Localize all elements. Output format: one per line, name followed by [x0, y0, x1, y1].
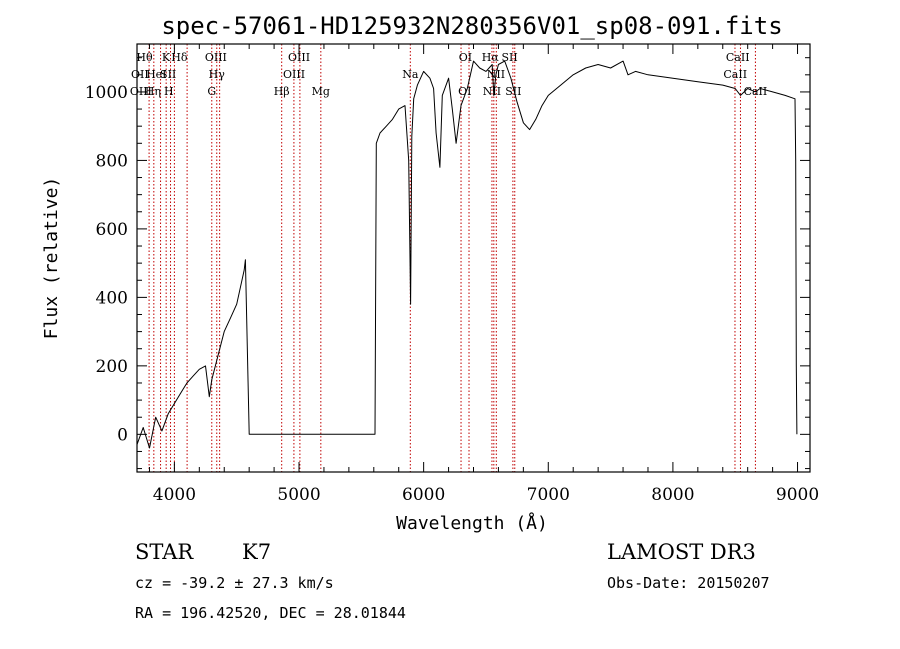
y-tick-label: 600 [96, 220, 128, 240]
coordinates-text: RA = 196.42520, DEC = 28.01844 [135, 604, 406, 622]
plot-frame [136, 43, 811, 473]
line-label: G [207, 85, 216, 98]
line-label: Mg [312, 85, 330, 98]
line-label: Hδ [171, 51, 188, 64]
line-label: OIII [283, 68, 305, 81]
line-label: SII [502, 51, 518, 64]
line-label: OIII [205, 51, 227, 64]
x-tick-label: 7000 [527, 485, 570, 505]
line-label: Hθ [136, 51, 153, 64]
x-axis-label: Wavelength (Å) [396, 512, 548, 534]
line-label: K [162, 51, 171, 64]
line-label: OI [458, 85, 471, 98]
y-tick-label: 400 [96, 288, 128, 308]
y-axis-ticks: 0 200 400 600 800 1000 [85, 57, 810, 470]
object-class: STAR [135, 540, 194, 564]
line-label: Hβ [274, 85, 290, 98]
x-tick-label: 8000 [651, 485, 694, 505]
obs-date-text: Obs-Date: 20150207 [607, 574, 770, 592]
line-label: HeI [146, 68, 166, 81]
line-label: CaII [726, 51, 750, 64]
y-tick-label: 0 [117, 425, 128, 445]
line-label: Hα [482, 51, 500, 64]
object-subclass: K7 [242, 540, 272, 564]
chart-title: spec-57061-HD125932N280356V01_sp08-091.f… [161, 12, 782, 40]
spectrum-series [136, 60, 798, 449]
line-label: SII [505, 85, 521, 98]
y-axis-label: Flux (relative) [41, 177, 62, 340]
line-label: SII [160, 68, 176, 81]
line-label: Na [402, 68, 419, 81]
line-label: H [164, 85, 174, 98]
line-label: CaII [723, 68, 747, 81]
x-tick-label: 4000 [153, 485, 196, 505]
line-label: NII [483, 85, 501, 98]
spectrum-line [136, 60, 798, 449]
x-tick-label: 9000 [776, 485, 819, 505]
line-label: Hγ [209, 68, 226, 81]
x-tick-label: 5000 [277, 485, 320, 505]
y-tick-label: 200 [96, 357, 128, 377]
redshift-text: cz = -39.2 ± 27.3 km/s [135, 574, 334, 592]
line-label: OIII [288, 51, 310, 64]
y-tick-label: 1000 [85, 83, 128, 103]
y-tick-label: 800 [96, 151, 128, 171]
x-tick-label: 6000 [402, 485, 445, 505]
survey-name: LAMOST DR3 [607, 540, 756, 564]
x-axis-ticks: 4000 5000 6000 7000 8000 9000 [148, 44, 819, 505]
line-label: OI [459, 51, 472, 64]
line-label: Hη [145, 85, 161, 98]
